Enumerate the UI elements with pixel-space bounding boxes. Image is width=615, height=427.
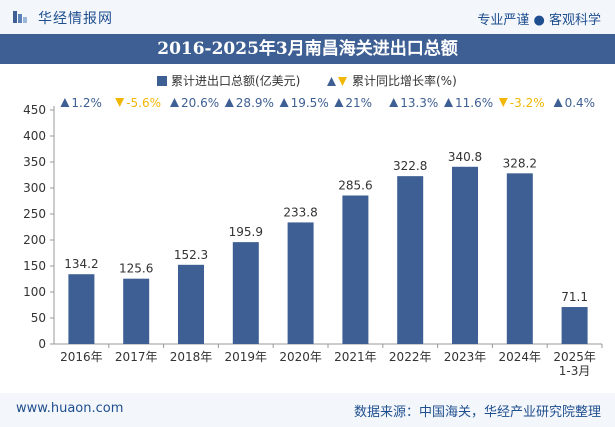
- footer-bar: [0, 393, 615, 427]
- growth-up-triangle-icon: [444, 98, 453, 107]
- brand-tagline: 专业严谨 ● 客观科学: [477, 13, 601, 28]
- bar-value-label: 233.8: [283, 205, 317, 219]
- brand-logo-icon: [13, 11, 27, 23]
- bar-value-label: 195.9: [229, 225, 263, 239]
- growth-rate-label: 20.6%: [181, 96, 219, 110]
- y-tick-label: 350: [23, 155, 46, 169]
- y-tick-label: 150: [23, 259, 46, 273]
- growth-up-triangle-icon: [224, 98, 234, 107]
- y-tick-label: 100: [23, 285, 46, 299]
- y-tick-label: 0: [38, 337, 46, 351]
- growth-up-triangle-icon: [553, 98, 563, 107]
- growth-rate-label: 0.4%: [565, 96, 596, 110]
- growth-up-triangle-icon: [389, 98, 399, 107]
- data-source: 数据来源：中国海关，华经产业研究院整理: [353, 405, 601, 420]
- growth-rate-label: 28.9%: [236, 96, 274, 110]
- header-bar: [0, 0, 615, 34]
- bar: [342, 195, 369, 344]
- growth-down-triangle-icon: [498, 98, 508, 107]
- bar: [178, 264, 204, 344]
- bar: [561, 307, 588, 344]
- y-tick-label: 450: [23, 103, 46, 117]
- growth-rate-label: 13.3%: [400, 96, 438, 110]
- growth-up-triangle-icon: [279, 98, 289, 107]
- x-tick-label: 2025年: [553, 350, 596, 364]
- y-tick-label: 300: [23, 181, 46, 195]
- y-tick-label: 250: [23, 207, 46, 221]
- bar: [68, 274, 95, 344]
- title-bar: [0, 34, 615, 64]
- bar: [452, 166, 478, 344]
- x-tick-label: 2024年: [499, 350, 542, 364]
- growth-up-triangle-icon: [334, 98, 344, 107]
- bar: [123, 278, 150, 344]
- bar-value-label: 134.2: [64, 257, 98, 271]
- legend-swatch-bars: [157, 76, 167, 86]
- bar-value-label: 285.6: [338, 178, 372, 192]
- growth-rate-label: 11.6%: [455, 96, 493, 110]
- x-tick-label: 2017年: [115, 350, 158, 364]
- x-tick-label: 2021年: [334, 350, 377, 364]
- y-tick-label: 200: [23, 233, 46, 247]
- x-tick-label: 2023年: [444, 350, 487, 364]
- growth-rate-label: -5.6%: [126, 96, 161, 110]
- y-tick-label: 50: [31, 311, 46, 325]
- growth-rate-label: -3.2%: [510, 96, 545, 110]
- y-tick-label: 400: [23, 129, 46, 143]
- bar: [232, 242, 259, 344]
- growth-up-triangle-icon: [60, 98, 70, 107]
- bar-value-label: 328.2: [503, 156, 537, 170]
- growth-rate-label: 1.2%: [71, 96, 102, 110]
- x-tick-label: 2020年: [279, 350, 322, 364]
- growth-rate-label: 21%: [345, 96, 372, 110]
- legend-label-bars: 累计进出口总额(亿美元): [171, 73, 300, 88]
- website-url: www.huaon.com: [16, 401, 124, 416]
- chart: 累计进出口总额(亿美元) 累计同比增长率(%) 0 50 100 150 200 250 300…: [23, 73, 603, 378]
- bar-value-label: 125.6: [119, 262, 153, 276]
- legend-label-growth: 累计同比增长率(%): [352, 73, 457, 88]
- bar: [397, 176, 424, 344]
- x-tick-label: 1-3月: [559, 364, 591, 378]
- legend-down-triangle-icon: [338, 77, 347, 86]
- growth-rate-label: 19.5%: [291, 96, 329, 110]
- bar-value-label: 322.8: [393, 159, 427, 173]
- brand-name: 华经情报网: [38, 11, 113, 27]
- x-tick-label: 2019年: [225, 350, 268, 364]
- legend-up-triangle-icon: [327, 77, 336, 86]
- bar-value-label: 340.8: [448, 150, 482, 164]
- x-tick-label: 2018年: [170, 350, 213, 364]
- bar-value-label: 71.1: [561, 290, 588, 304]
- x-tick-label: 2022年: [389, 350, 432, 364]
- growth-up-triangle-icon: [170, 98, 179, 107]
- bar: [287, 222, 314, 344]
- x-tick-label: 2016年: [60, 350, 103, 364]
- bar: [506, 173, 533, 344]
- growth-down-triangle-icon: [115, 98, 125, 107]
- chart-title: 2016-2025年3月南昌海关进出口总额: [157, 39, 458, 59]
- bar-value-label: 152.3: [174, 248, 208, 262]
